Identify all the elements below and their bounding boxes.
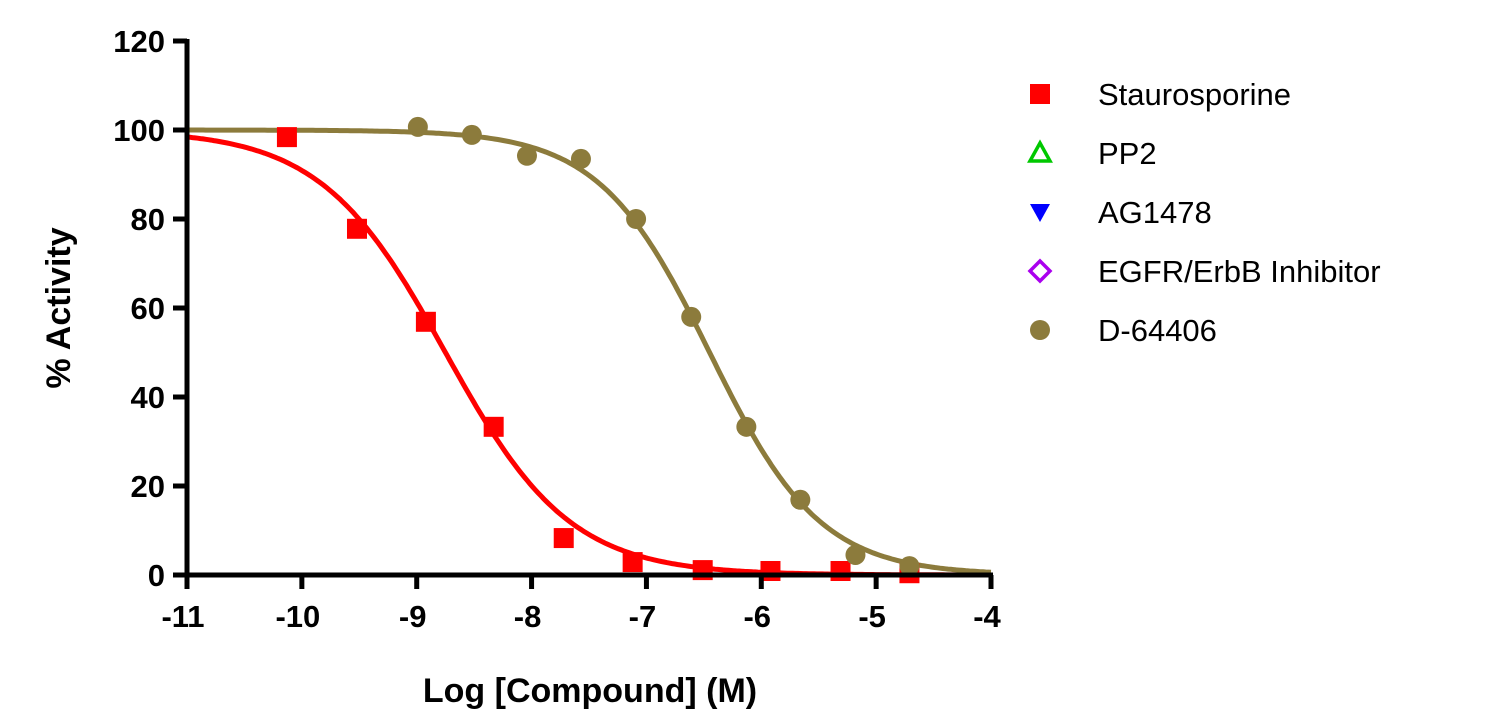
x-tick-label: -5 bbox=[858, 599, 886, 634]
data-point bbox=[516, 145, 537, 166]
data-point bbox=[570, 148, 591, 169]
fit-curve-4 bbox=[187, 127, 992, 575]
y-tick-label: 0 bbox=[148, 558, 165, 593]
x-tick-label: -10 bbox=[275, 599, 320, 634]
legend-marker bbox=[1030, 84, 1050, 104]
data-point bbox=[346, 218, 367, 239]
x-tick-label: -8 bbox=[514, 599, 542, 634]
legend-label: D-64406 bbox=[1098, 313, 1217, 348]
fit-curve-0 bbox=[186, 134, 991, 578]
legend-marker bbox=[1030, 204, 1050, 222]
data-point bbox=[483, 416, 504, 437]
data-points bbox=[276, 116, 920, 584]
legend-marker bbox=[1027, 258, 1053, 284]
data-point bbox=[681, 306, 702, 327]
data-point bbox=[415, 311, 436, 332]
y-tick-label: 80 bbox=[131, 202, 165, 237]
data-point bbox=[461, 124, 482, 145]
legend-label: AG1478 bbox=[1098, 195, 1212, 230]
data-point bbox=[845, 544, 866, 565]
x-tick-label: -11 bbox=[161, 599, 204, 634]
data-point bbox=[899, 556, 920, 577]
y-tick-label: 40 bbox=[131, 380, 165, 415]
data-point bbox=[736, 416, 757, 437]
data-point bbox=[626, 209, 647, 229]
x-tick-label: -6 bbox=[743, 599, 771, 634]
legend-label: Staurosporine bbox=[1098, 77, 1291, 112]
x-axis-label: Log [Compound] (M) bbox=[423, 672, 757, 710]
axes: 0 20 40 60 80 100 120 -11 -10 -9 -8 -7 -6 -5 -4 bbox=[113, 24, 1001, 634]
data-point bbox=[553, 528, 574, 549]
legend: Staurosporine PP2 AG1478 EGFR/ErbB Inhibito… bbox=[1027, 77, 1381, 348]
data-point bbox=[407, 116, 428, 137]
legend-label: EGFR/ErbB Inhibitor bbox=[1098, 254, 1381, 289]
data-point bbox=[790, 489, 811, 510]
legend-label: PP2 bbox=[1098, 136, 1157, 171]
x-tick-label: -9 bbox=[399, 599, 427, 634]
y-tick-label: 20 bbox=[131, 469, 165, 504]
legend-marker bbox=[1027, 139, 1053, 163]
y-tick-label: 120 bbox=[113, 24, 165, 59]
fit-curves bbox=[186, 127, 992, 578]
y-tick-label: 100 bbox=[113, 113, 165, 148]
data-point bbox=[276, 127, 297, 148]
x-tick-label: -7 bbox=[629, 599, 657, 634]
data-point bbox=[830, 560, 851, 581]
data-point bbox=[622, 552, 643, 573]
y-tick-label: 60 bbox=[131, 291, 165, 326]
y-axis-label: % Activity bbox=[40, 227, 78, 388]
x-tick-label: -4 bbox=[973, 599, 1001, 634]
legend-marker bbox=[1030, 320, 1050, 340]
